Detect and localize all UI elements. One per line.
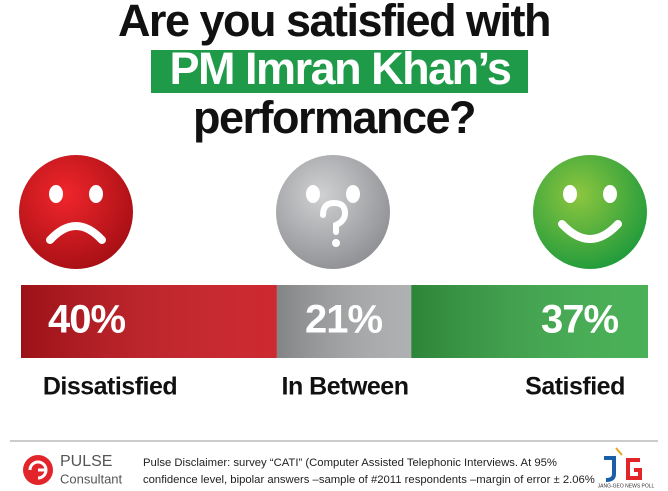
category-label: Satisfied: [525, 373, 625, 401]
neutral-face: [276, 155, 390, 269]
title-highlight: [151, 50, 528, 93]
value-label: 40%: [48, 298, 125, 342]
title-line: performance?: [193, 92, 475, 143]
happy-face: [533, 155, 647, 269]
segment-shade: [21, 285, 277, 358]
title-line: Are you satisfied with: [118, 0, 550, 46]
disclaimer-line: Pulse Disclaimer: survey “CATI” (Compute…: [143, 457, 557, 469]
segment-shade: [411, 285, 648, 358]
result-bar: [21, 285, 648, 358]
category-label: Dissatisfied: [43, 373, 177, 401]
value-label: 21%: [305, 298, 382, 342]
badge-caption: JANG-GEO NEWS POLL: [598, 483, 655, 489]
logo-sub: Consultant: [60, 471, 123, 486]
jg-logo: [604, 447, 642, 482]
segment-shade: [276, 285, 412, 358]
title-line: PM Imran Khan’s: [170, 43, 511, 94]
value-label: 37%: [541, 298, 618, 342]
disclaimer-line: confidence level, bipolar answers –sampl…: [143, 474, 595, 486]
sad-face: [19, 155, 133, 269]
pulse-logo: [23, 455, 53, 485]
category-label: In Between: [282, 373, 409, 401]
logo-name: PULSE: [60, 453, 112, 470]
